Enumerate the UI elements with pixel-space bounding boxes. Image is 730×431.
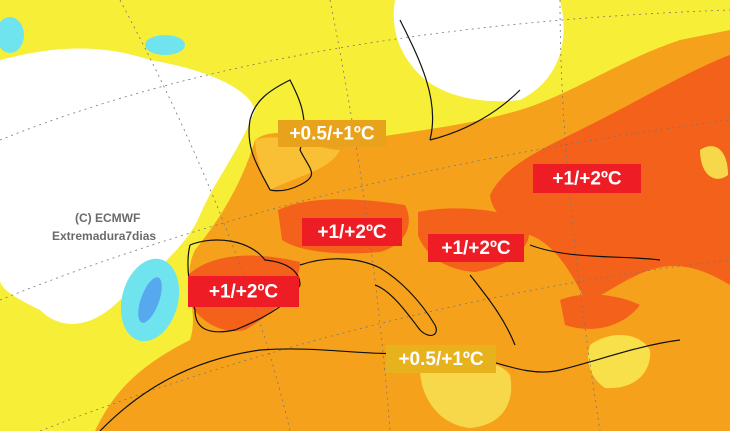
label-box bbox=[533, 164, 641, 193]
neutral-zone bbox=[393, 0, 564, 102]
label-text: +1/+2ºC bbox=[209, 282, 279, 303]
label-text: +1/+2ºC bbox=[441, 238, 511, 259]
watermark-line: (C) ECMWF bbox=[75, 211, 140, 225]
label-box bbox=[428, 234, 524, 262]
label-text: +0.5/+1ºC bbox=[398, 349, 483, 370]
label-box bbox=[278, 120, 386, 147]
label-text: +0.5/+1ºC bbox=[289, 124, 374, 145]
anomaly-label: +0.5/+1ºC bbox=[278, 120, 386, 147]
neutral-zone bbox=[0, 48, 255, 324]
mild-zone bbox=[420, 359, 512, 428]
watermark-line: Extremadura7dias bbox=[52, 229, 156, 243]
anomaly-label: +1/+2ºC bbox=[188, 276, 299, 307]
label-box bbox=[302, 218, 402, 246]
mild-zone bbox=[700, 146, 728, 179]
label-text: +1/+2ºC bbox=[317, 222, 387, 243]
cool-zone bbox=[145, 35, 185, 55]
cool-zone bbox=[0, 17, 24, 53]
light-warm-zone bbox=[255, 137, 340, 190]
label-box bbox=[188, 276, 299, 307]
anomaly-label: +0.5/+1ºC bbox=[386, 345, 496, 373]
anomaly-label: +1/+2ºC bbox=[533, 164, 641, 193]
label-box bbox=[386, 345, 496, 373]
anomaly-label: +1/+2ºC bbox=[428, 234, 524, 262]
warm-zone bbox=[95, 30, 730, 431]
hot-zone bbox=[560, 294, 640, 329]
cool-zone-core bbox=[138, 277, 162, 323]
watermark: (C) ECMWF Extremadura7dias bbox=[52, 211, 156, 243]
label-text: +1/+2ºC bbox=[552, 169, 622, 190]
anomaly-label: +1/+2ºC bbox=[302, 218, 402, 246]
mild-zone bbox=[588, 334, 651, 389]
